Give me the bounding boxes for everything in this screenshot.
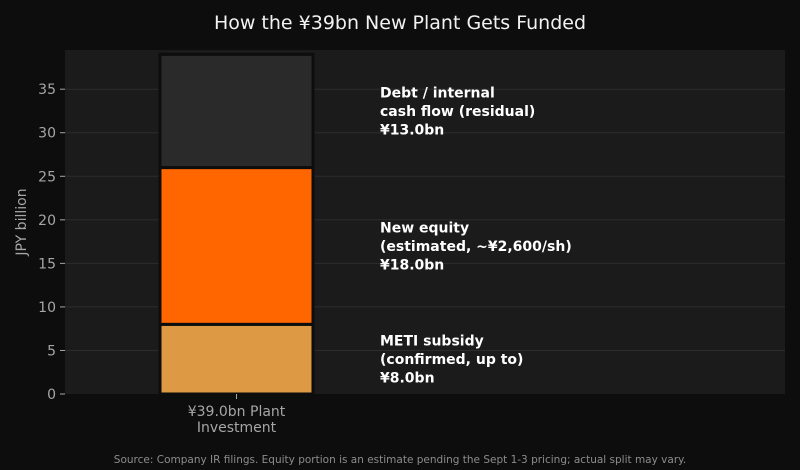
bar-segment-2 [158, 166, 315, 326]
segment-annotation-3: ¥13.0bn [380, 122, 444, 138]
y-tick-label: 35 [38, 82, 56, 98]
x-tick-label: ¥39.0bn Plant [188, 404, 286, 420]
segment-annotation-3: Debt / internal [380, 85, 495, 101]
segment-annotation-3: cash flow (residual) [380, 104, 535, 120]
y-tick-label: 15 [38, 256, 56, 272]
segment-annotation-1: METI subsidy [380, 334, 484, 350]
y-tick-label: 0 [47, 387, 56, 403]
y-tick-label: 10 [38, 300, 56, 316]
x-tick-label: Investment [197, 420, 277, 436]
y-axis-label: JPY billion [14, 188, 30, 256]
segment-annotation-2: ¥18.0bn [380, 257, 444, 273]
y-tick-label: 20 [38, 213, 56, 229]
bar-stack [158, 52, 315, 396]
y-tick-label: 5 [47, 343, 56, 359]
segment-annotation-2: New equity [380, 220, 469, 236]
bar-segment-1 [158, 322, 315, 396]
y-tick-label: 30 [38, 126, 56, 142]
segment-annotation-1: (confirmed, up to) [380, 352, 523, 368]
annotations: METI subsidy (confirmed, up to) ¥8.0bn New … [380, 85, 572, 386]
segment-annotation-1: ¥8.0bn [380, 371, 435, 387]
chart-title: How the ¥39bn New Plant Gets Funded [213, 12, 587, 34]
y-tick-label: 25 [38, 169, 56, 185]
y-axis: 0 5 10 15 20 25 30 35 [38, 82, 65, 403]
bar-segment-3 [158, 52, 315, 170]
segment-annotation-2: (estimated, ~¥2,600/sh) [380, 239, 572, 255]
source-note: Source: Company IR filings. Equity porti… [113, 454, 687, 466]
